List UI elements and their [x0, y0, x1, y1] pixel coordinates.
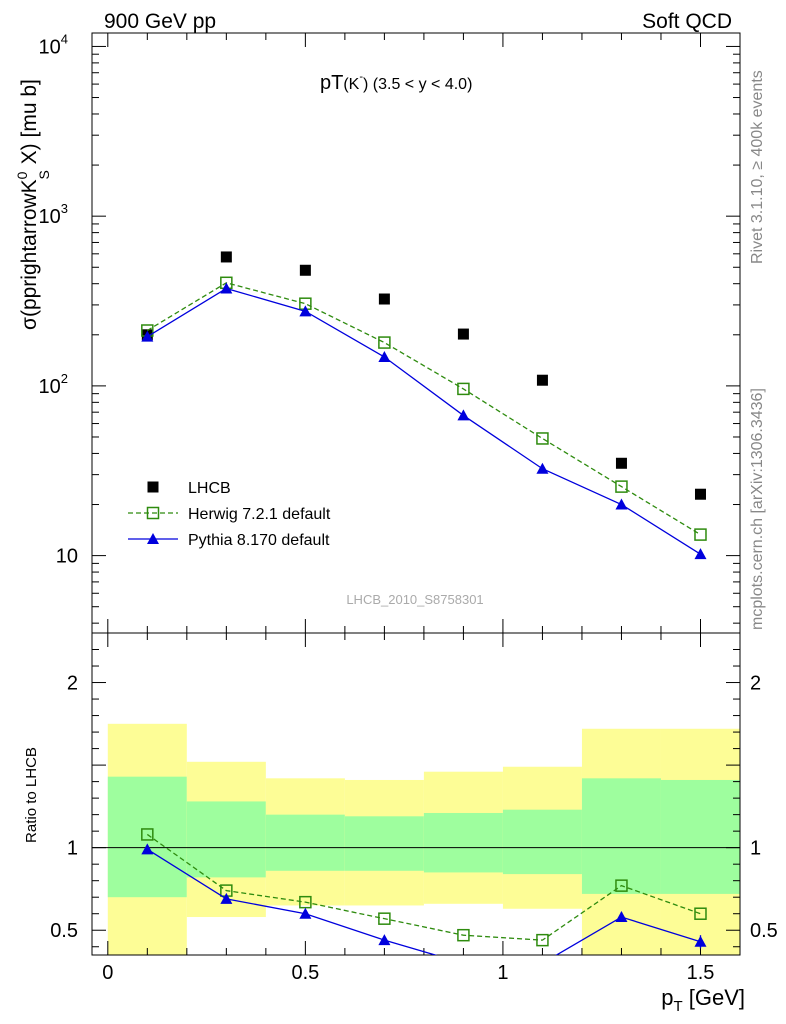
legend-herwig-marker	[146, 506, 160, 520]
main-y-tick-label: 104	[39, 31, 68, 58]
series-pythia	[141, 282, 707, 560]
ratio-y-tick-label-right: 2	[750, 673, 761, 695]
ratio-y-tick-label-right: 0.5	[750, 920, 778, 942]
inner-band-bin-5	[502, 809, 582, 875]
data-point-6	[615, 457, 627, 469]
ratio-pythia-point-1	[220, 892, 233, 904]
data-point-1	[220, 251, 232, 263]
legend-pythia-marker	[147, 533, 159, 544]
ratio-y-tick-label: 0.5	[50, 920, 78, 942]
inner-band-bin-2	[265, 814, 345, 871]
herwig-point-5	[536, 432, 549, 445]
pythia-point-1	[220, 282, 233, 294]
ratio-y-axis-label: Ratio to LHCB	[23, 747, 40, 843]
ratio-pythia-point-2	[299, 907, 312, 919]
ratio-herwig-point-5	[536, 933, 549, 947]
header-process-label: Soft QCD	[642, 10, 732, 33]
ratio-series	[141, 828, 707, 968]
inner-band-bin-7	[660, 779, 740, 894]
ratio-herwig-point-3	[378, 912, 391, 925]
pythia-point-7	[694, 548, 707, 560]
ratio-pythia-point-3	[378, 934, 391, 946]
inner-band-bin-3	[344, 816, 424, 871]
inner-band-bin-1	[186, 801, 266, 878]
ratio-pythia-point-0	[141, 843, 154, 855]
herwig-line	[146, 282, 701, 536]
pythia-point-6	[615, 498, 628, 510]
herwig-point-4	[457, 382, 470, 396]
pythia-point-4	[457, 409, 470, 421]
header-energy-label: 900 GeV pp	[104, 10, 216, 33]
pythia-point-2	[299, 305, 312, 317]
mcplots-reference-label: mcplots.cern.ch [arXiv:1306.3436]	[749, 388, 766, 630]
x-tick-label: 0	[102, 962, 113, 984]
ratio-herwig-line	[146, 833, 701, 941]
x-tick-label: 0.5	[291, 962, 319, 984]
inner-band-bin-4	[423, 812, 503, 873]
inner-band-bin-6	[581, 778, 661, 894]
main-plot-title: pT(K-) (3.5 < y < 4.0)	[320, 71, 472, 94]
pythia-point-5	[536, 462, 549, 474]
ratio-y-tick-label: 2	[67, 673, 78, 695]
ratio-pythia-point-4	[457, 957, 469, 968]
ratio-herwig-point-6	[615, 879, 628, 892]
pythia-point-3	[378, 350, 391, 362]
data-point-3	[378, 293, 390, 305]
data-point-2	[299, 264, 311, 276]
herwig-point-3	[378, 336, 391, 349]
pythia-line	[146, 287, 701, 555]
x-tick-label: 1.5	[687, 962, 715, 984]
x-axis-label: pT [GeV]	[661, 985, 745, 1015]
ratio-herwig-point-0	[141, 828, 154, 841]
ratio-plot-frame	[91, 632, 741, 956]
herwig-point-6	[615, 480, 628, 493]
legend-pythia-label: Pythia 8.170 default	[188, 532, 330, 549]
main-y-tick-label: 10	[56, 546, 78, 568]
data-point-7	[694, 488, 706, 500]
ratio-pythia-point-5	[536, 957, 548, 968]
ratio-herwig-point-2	[299, 895, 312, 909]
pythia-point-0	[141, 330, 154, 342]
rivet-version-label: Rivet 3.1.10, ≥ 400k events	[749, 70, 766, 264]
main-y-tick-label: 103	[39, 201, 68, 228]
ratio-herwig-point-7	[694, 907, 707, 920]
data-point-5	[536, 374, 548, 386]
herwig-point-7	[694, 528, 707, 541]
ratio-pythia-line	[146, 848, 701, 955]
x-tick-label: 1	[497, 962, 508, 984]
analysis-id-watermark: LHCB_2010_S8758301	[346, 592, 483, 607]
main-y-tick-label: 102	[39, 371, 68, 398]
legend-data-label: LHCB	[188, 480, 231, 497]
legend-herwig-label: Herwig 7.2.1 default	[188, 506, 331, 523]
main-y-axis-label: σ(pprightarrowK0 S X) [mu b]	[14, 79, 52, 330]
legend-data-marker	[147, 481, 159, 493]
ratio-pythia-point-6	[615, 911, 628, 923]
ratio-bands	[107, 723, 740, 955]
ratio-y-tick-label-right: 1	[750, 838, 761, 860]
ratio-y-tick-label: 1	[67, 838, 78, 860]
inner-band-bin-0	[107, 776, 187, 898]
ratio-herwig-point-4	[457, 928, 470, 942]
ratio-pythia-point-7	[694, 935, 707, 947]
data-point-4	[457, 328, 469, 340]
